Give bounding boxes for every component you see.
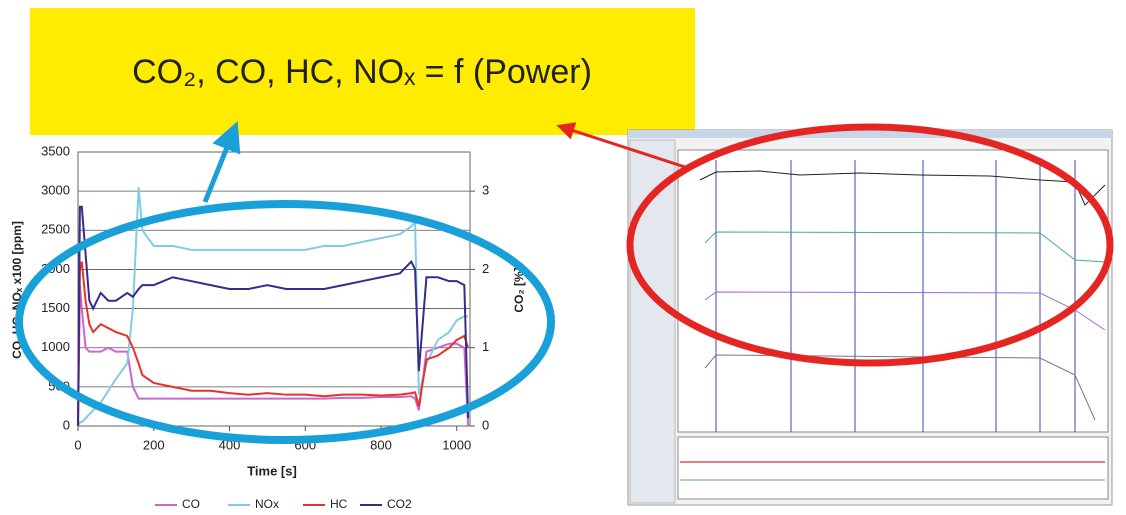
chart: Time [s] CO, HC, NOₓ x100 [ppm] CO₂ [%] … bbox=[10, 143, 526, 511]
x-tick-label: 200 bbox=[143, 437, 165, 452]
legend-label: HC bbox=[330, 497, 348, 511]
arrow bbox=[556, 122, 689, 170]
y-tick-label: 3000 bbox=[41, 183, 70, 198]
x-tick-label: 800 bbox=[370, 437, 392, 452]
y2-tick-label: 3 bbox=[482, 183, 489, 198]
legend-label: CO2 bbox=[387, 497, 412, 511]
y2-tick-label: 1 bbox=[482, 339, 489, 354]
arrow bbox=[202, 121, 241, 203]
legend-label: CO bbox=[182, 497, 200, 511]
software-screenshot bbox=[627, 129, 1113, 506]
series-line bbox=[77, 261, 470, 427]
legend-label: NOx bbox=[255, 497, 279, 511]
y2-tick-label: 2 bbox=[482, 261, 489, 276]
headline: CO₂, CO, HC, NOₓ = f (Power) bbox=[132, 53, 592, 91]
highlight-ellipse bbox=[15, 200, 555, 444]
series-line bbox=[77, 205, 470, 427]
y2-axis-label: CO₂ [%] bbox=[512, 267, 526, 312]
highlight-ellipse bbox=[626, 123, 1114, 367]
y-tick-label: 2500 bbox=[41, 222, 70, 237]
y2-tick-label: 0 bbox=[482, 417, 489, 432]
y-tick-label: 0 bbox=[63, 417, 70, 432]
y-tick-label: 1000 bbox=[41, 339, 70, 354]
x-axis-label: Time [s] bbox=[247, 463, 297, 478]
plot-frame bbox=[77, 151, 471, 427]
x-tick-label: 1000 bbox=[442, 437, 471, 452]
y-tick-label: 3500 bbox=[41, 143, 70, 158]
title-box bbox=[30, 8, 695, 135]
y-tick-label: 1500 bbox=[41, 300, 70, 315]
x-tick-label: 0 bbox=[74, 437, 81, 452]
